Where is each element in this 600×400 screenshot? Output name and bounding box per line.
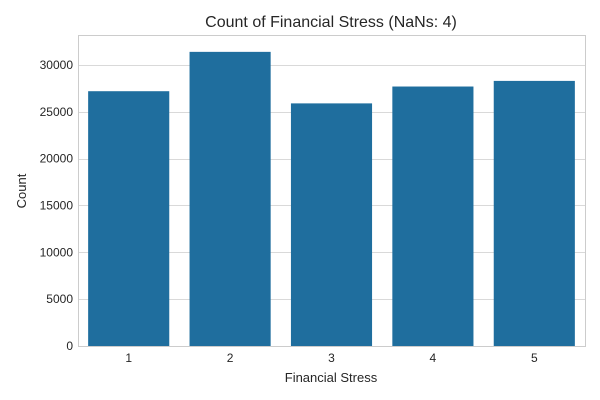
bar-3 xyxy=(290,103,373,346)
y-axis-ticks: 0 5000 10000 15000 20000 25000 30000 xyxy=(40,58,74,353)
y-axis-label: Count xyxy=(14,173,29,208)
x-tick-label: 2 xyxy=(227,351,234,365)
x-tick-label: 5 xyxy=(531,351,538,365)
y-tick-label: 15000 xyxy=(40,198,74,212)
bar-4 xyxy=(392,86,474,346)
x-tick-label: 1 xyxy=(125,351,132,365)
plot-frame xyxy=(78,35,586,347)
chart-title: Count of Financial Stress (NaNs: 4) xyxy=(205,14,457,31)
x-tick-label: 3 xyxy=(328,351,335,365)
y-tick-label: 5000 xyxy=(46,292,73,306)
bar-2 xyxy=(189,51,271,346)
bar-5 xyxy=(493,80,575,346)
y-tick-label: 0 xyxy=(66,339,73,353)
x-axis-ticks: 1 2 3 4 5 xyxy=(125,351,538,365)
bar-series xyxy=(88,51,575,346)
y-tick-label: 20000 xyxy=(40,152,74,166)
bar-1 xyxy=(88,91,170,346)
y-tick-label: 10000 xyxy=(40,245,74,259)
y-tick-label: 30000 xyxy=(40,58,74,72)
x-tick-label: 4 xyxy=(430,351,437,365)
x-axis-label: Financial Stress xyxy=(285,370,378,385)
y-tick-label: 25000 xyxy=(40,105,74,119)
